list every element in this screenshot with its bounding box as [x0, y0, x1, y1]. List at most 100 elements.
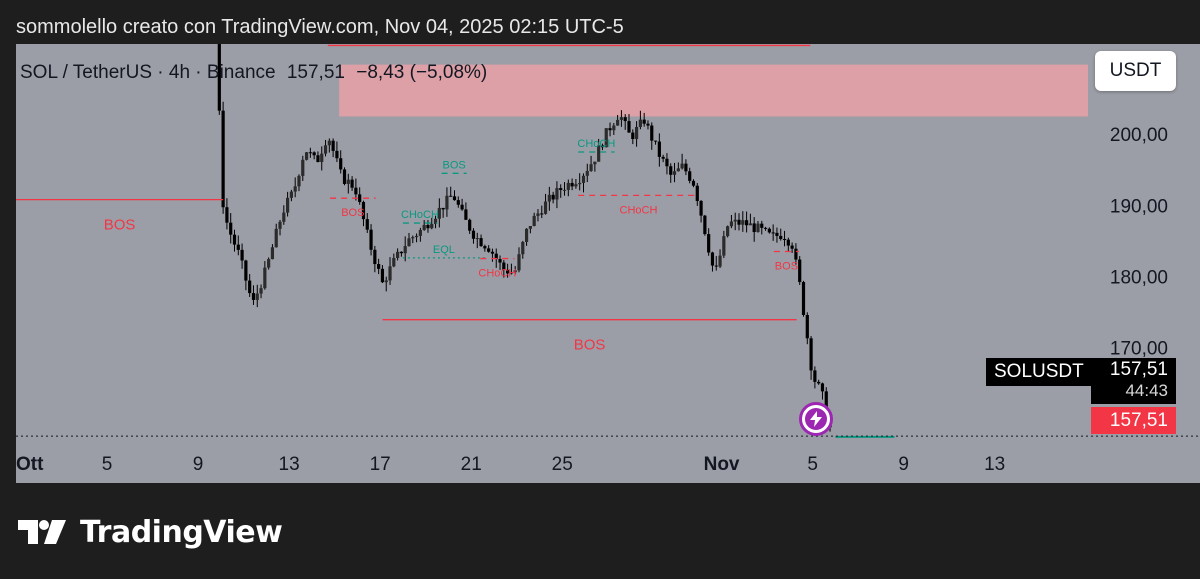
candle-body: [373, 249, 377, 265]
candle-body: [502, 262, 506, 270]
candle-body: [358, 194, 362, 202]
x-tick-label: 17: [370, 454, 391, 475]
candle-body: [631, 132, 635, 140]
candle-body: [229, 222, 233, 235]
candle-body: [562, 189, 567, 191]
candle-body: [361, 201, 366, 220]
candle-body: [817, 381, 821, 384]
candle-body: [820, 383, 825, 392]
candle-body: [350, 179, 354, 188]
chart-caption: sommolello creato con TradingView.com, N…: [16, 16, 624, 38]
y-tick-label: 200,00: [1110, 125, 1168, 146]
tradingview-logo[interactable]: TradingView: [18, 512, 283, 552]
candle-body: [547, 194, 551, 202]
candle-body: [274, 228, 278, 248]
candle-body: [756, 223, 760, 233]
level-label-bos: BOS: [443, 159, 466, 171]
candle-body: [323, 145, 328, 154]
candle-body: [657, 141, 661, 157]
candle-body: [297, 175, 301, 187]
candle-body: [578, 182, 582, 185]
candle-body: [779, 235, 783, 240]
candle-body: [301, 159, 305, 176]
tradingview-wordmark: TradingView: [80, 514, 283, 550]
candle-body: [278, 221, 282, 229]
candle-body: [490, 251, 495, 254]
candle-body: [433, 218, 438, 224]
candle-body: [543, 201, 548, 214]
candle-body: [813, 370, 817, 382]
candle-body: [286, 197, 290, 213]
candle-body: [509, 272, 514, 274]
candle-body: [532, 215, 536, 227]
candle-body: [282, 212, 286, 222]
candle-body: [422, 224, 426, 230]
candle-body: [418, 229, 422, 236]
x-tick-label: Ott: [16, 454, 44, 475]
candle-body: [513, 270, 517, 273]
candle-body: [475, 238, 479, 240]
candle-body: [449, 195, 453, 197]
candle-body: [388, 266, 392, 281]
candle-body: [593, 161, 597, 165]
symbol-legend[interactable]: SOL / TetherUS · 4h · Binance 157,51 −8,…: [20, 62, 493, 84]
candle-body: [244, 260, 248, 281]
supply-zone: [339, 64, 1088, 117]
level-label-choch: CHoCH: [401, 209, 439, 221]
candle-body: [392, 257, 396, 267]
candle-body: [259, 288, 263, 294]
candle-body: [346, 179, 350, 184]
last-price-box: 157,51 44:43: [1091, 358, 1176, 404]
candle-body: [399, 251, 404, 254]
candle-body: [801, 282, 806, 315]
x-tick-label: 25: [552, 454, 573, 475]
candle-body: [498, 259, 502, 263]
candle-body: [638, 119, 642, 127]
candle-body: [566, 182, 570, 190]
candle-body: [805, 314, 809, 339]
candle-body: [293, 186, 297, 192]
candle-body: [460, 204, 464, 210]
bolt-icon[interactable]: [799, 402, 833, 436]
price-chart[interactable]: HTF BSLBOSBOSCHoCHBOSEQLCHoCHCHoCHCHoCHB…: [16, 44, 1200, 483]
currency-button[interactable]: USDT: [1095, 51, 1176, 91]
level-label-bos: BOS: [104, 217, 136, 234]
candle-body: [289, 191, 293, 198]
candle-body: [331, 140, 335, 151]
candle-body: [733, 219, 737, 222]
candle-body: [665, 158, 669, 167]
candle-body: [794, 248, 798, 260]
candle-body: [771, 232, 775, 234]
candle-body: [335, 150, 339, 159]
candle-body: [680, 163, 684, 169]
candle-body: [483, 246, 487, 249]
x-tick-label: 5: [807, 454, 818, 475]
candle-body: [604, 128, 608, 148]
candle-body: [494, 253, 498, 260]
candle-body: [217, 44, 221, 111]
candle-body: [672, 171, 677, 175]
candle-body: [251, 293, 256, 300]
candle-body: [468, 219, 472, 231]
candle-body: [411, 237, 415, 239]
legend-price: 157,51: [286, 62, 345, 83]
candle-body: [339, 158, 343, 170]
candle-body: [600, 145, 605, 148]
candle-body: [506, 269, 510, 274]
level-label-choch: CHoCH: [577, 138, 615, 150]
candle-body: [263, 267, 267, 289]
candle-body: [221, 110, 225, 208]
x-tick-label: 13: [984, 454, 1005, 475]
x-tick-label: 9: [898, 454, 909, 475]
candle-body: [744, 220, 749, 226]
lightning-glyph: [810, 411, 822, 427]
candle-body: [722, 236, 726, 256]
legend-symbol[interactable]: SOL / TetherUS · 4h · Binance: [20, 62, 276, 83]
candle-body: [384, 280, 388, 283]
candle-body: [430, 223, 434, 229]
price-marker: 157,51: [1091, 407, 1176, 434]
x-tick-label: 21: [461, 454, 482, 475]
candle-body: [528, 226, 532, 229]
candle-body: [737, 219, 741, 225]
chart-panel[interactable]: HTF BSLBOSBOSCHoCHBOSEQLCHoCHCHoCHCHoCHB…: [16, 44, 1200, 483]
